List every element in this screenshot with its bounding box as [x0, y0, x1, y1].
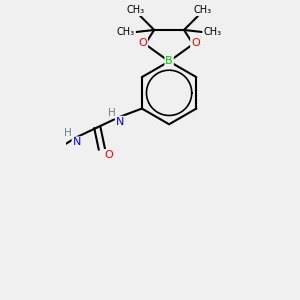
Text: N: N	[73, 137, 81, 147]
Text: CH₃: CH₃	[203, 27, 221, 37]
Text: CH₃: CH₃	[117, 27, 135, 37]
Text: O: O	[191, 38, 200, 48]
Text: CH₃: CH₃	[127, 5, 145, 15]
Text: N: N	[116, 117, 124, 127]
Text: H: H	[64, 128, 72, 138]
Text: CH₃: CH₃	[194, 5, 211, 15]
Text: H: H	[108, 108, 116, 118]
Text: O: O	[104, 150, 113, 160]
Text: O: O	[138, 38, 147, 48]
Text: B: B	[165, 56, 173, 66]
